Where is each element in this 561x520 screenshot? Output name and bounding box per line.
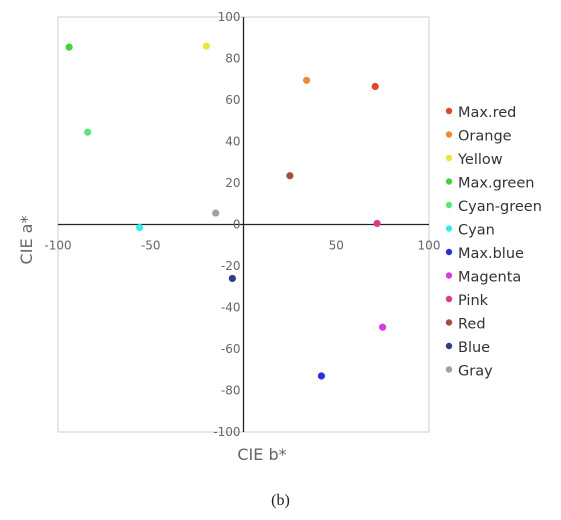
legend-label: Max.blue: [458, 246, 524, 262]
axes: [58, 17, 429, 432]
legend-label: Cyan-green: [458, 199, 542, 215]
y-tick-label: 80: [225, 52, 240, 66]
figure-caption: (b): [271, 492, 290, 509]
x-axis-title: CIE b*: [237, 445, 286, 464]
legend-marker: [445, 131, 453, 138]
y-tick-label: 20: [225, 176, 240, 190]
point-orange: [302, 76, 311, 84]
legend-label: Gray: [458, 364, 493, 380]
legend-label: Max.red: [458, 105, 516, 121]
y-tick-label: -60: [221, 342, 241, 356]
point-max-blue: [317, 372, 326, 380]
point-yellow: [202, 42, 210, 50]
y-tick-label: 100: [218, 10, 241, 24]
point-magenta: [379, 323, 387, 331]
legend-label: Blue: [458, 340, 490, 356]
y-tick-label: -80: [221, 384, 241, 398]
legend-label: Yellow: [457, 152, 503, 168]
legend-marker: [445, 107, 453, 115]
legend-marker: [445, 366, 453, 373]
y-tick-label: -100: [213, 425, 240, 439]
x-tick-label: 100: [418, 239, 441, 253]
y-axis-title: CIE a*: [17, 216, 36, 265]
legend-label: Red: [458, 317, 486, 333]
point-max-red: [371, 82, 379, 91]
legend-label: Pink: [458, 293, 489, 309]
point-blue: [228, 274, 236, 283]
legend-label: Magenta: [458, 270, 521, 286]
point-max-green: [65, 43, 73, 51]
point-cyan: [136, 224, 144, 232]
point-pink: [373, 219, 381, 228]
legend-label: Max.green: [458, 176, 534, 192]
legend-marker: [445, 201, 453, 209]
point-red: [286, 172, 294, 180]
legend-marker: [445, 154, 453, 162]
y-tick-label: -40: [221, 301, 241, 315]
legend-marker: [445, 295, 453, 303]
legend-marker: [445, 319, 453, 326]
tick-labels: -100 -50 50 100 -100 -80 -60 -40 -20 0 20 40 60 80 100: [44, 10, 440, 439]
legend-label: Cyan: [458, 223, 495, 239]
y-tick-label: 60: [225, 93, 240, 107]
y-tick-label: 40: [225, 135, 240, 149]
x-tick-label: -100: [44, 239, 71, 253]
point-gray: [212, 209, 220, 217]
point-cyan-green: [84, 128, 92, 136]
x-tick-label: -50: [141, 239, 161, 253]
x-tick-label: 50: [329, 239, 344, 253]
legend-label: Orange: [458, 129, 512, 145]
legend-marker: [445, 272, 453, 279]
legend-marker: [445, 225, 453, 232]
legend-marker: [445, 178, 453, 185]
legend: Max.red Orange Yellow Max.green Cyan-green Cy…: [445, 105, 542, 380]
y-tick-label: 0: [233, 218, 241, 232]
legend-marker: [445, 248, 453, 256]
data-points: [65, 42, 387, 380]
y-tick-label: -20: [221, 259, 241, 273]
legend-marker: [445, 342, 453, 350]
